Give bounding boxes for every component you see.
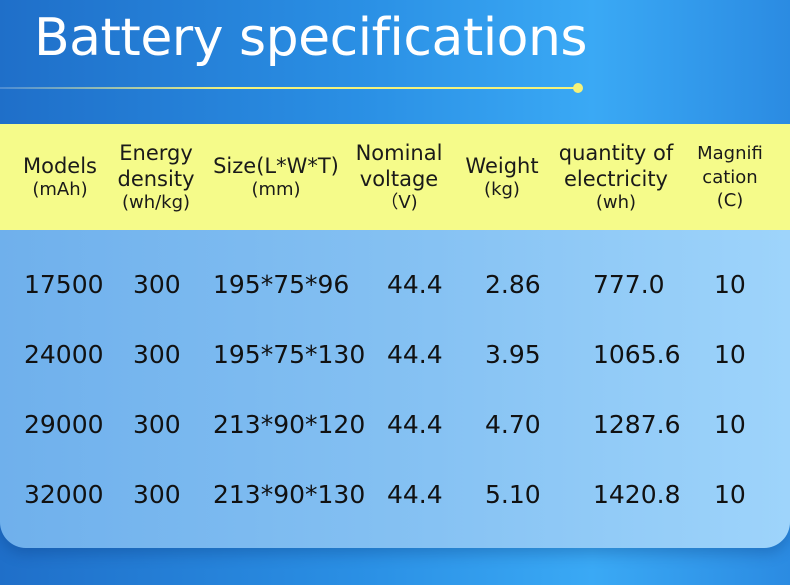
cell-weight: 5.10 [485, 480, 541, 509]
table-row: 29000 300 213*90*120 44.4 4.70 1287.6 10 [0, 405, 790, 445]
header-magnification: Magnifi cation (C) [686, 124, 774, 230]
header-energy-unit: (wh/kg) [121, 192, 191, 213]
header-energy-label-1: Energy [119, 141, 193, 165]
page-title: Battery specifications [34, 8, 588, 68]
header-magnification-label-1: Magnifi [697, 143, 763, 164]
header-size: Size(L*W*T) (mm) [210, 124, 342, 230]
cell-magnification: 10 [714, 270, 746, 299]
header-energy-density: Energy density (wh/kg) [110, 124, 202, 230]
cell-size: 213*90*120 [213, 410, 366, 439]
header-magnification-unit: (C) [716, 190, 744, 211]
header-magnification-label-2: cation [702, 167, 758, 188]
header-quantity-label-2: electricity [564, 167, 668, 191]
header-nominal-voltage: Nominal voltage （V) [350, 124, 448, 230]
header-size-label: Size(L*W*T) [213, 154, 339, 178]
header-models-label: Models [23, 154, 97, 178]
cell-magnification: 10 [714, 410, 746, 439]
cell-weight: 2.86 [485, 270, 541, 299]
table-row: 32000 300 213*90*130 44.4 5.10 1420.8 10 [0, 475, 790, 515]
header-quantity-label-1: quantity of [558, 141, 674, 165]
header-weight-unit: (kg) [484, 179, 520, 200]
cell-quantity: 1065.6 [593, 340, 681, 369]
cell-model: 17500 [24, 270, 104, 299]
table-header-band [0, 124, 790, 230]
header-models: Models (mAh) [15, 124, 105, 230]
cell-weight: 3.95 [485, 340, 541, 369]
cell-quantity: 1420.8 [593, 480, 681, 509]
cell-voltage: 44.4 [387, 270, 443, 299]
cell-quantity: 1287.6 [593, 410, 681, 439]
cell-model: 29000 [24, 410, 104, 439]
underline-dot [573, 83, 583, 93]
cell-model: 32000 [24, 480, 104, 509]
cell-energy-density: 300 [133, 480, 181, 509]
cell-quantity: 777.0 [593, 270, 665, 299]
cell-model: 24000 [24, 340, 104, 369]
table-row: 17500 300 195*75*96 44.4 2.86 777.0 10 [0, 265, 790, 305]
header-quantity-electricity: quantity of electricity (wh) [553, 124, 679, 230]
cell-size: 213*90*130 [213, 480, 366, 509]
header-voltage-label-1: Nominal [355, 141, 443, 165]
cell-energy-density: 300 [133, 410, 181, 439]
cell-voltage: 44.4 [387, 340, 443, 369]
header-voltage-unit: （V) [380, 192, 418, 213]
cell-voltage: 44.4 [387, 410, 443, 439]
header-voltage-label-2: voltage [359, 167, 439, 191]
cell-voltage: 44.4 [387, 480, 443, 509]
cell-magnification: 10 [714, 480, 746, 509]
header-models-unit: (mAh) [32, 179, 88, 200]
cell-size: 195*75*130 [213, 340, 366, 369]
header-weight: Weight (kg) [458, 124, 546, 230]
title-underline [0, 87, 580, 89]
header-weight-label: Weight [465, 154, 539, 178]
cell-energy-density: 300 [133, 340, 181, 369]
header-energy-label-2: density [117, 167, 195, 191]
cell-size: 195*75*96 [213, 270, 350, 299]
cell-weight: 4.70 [485, 410, 541, 439]
table-body-panel [0, 230, 790, 548]
table-row: 24000 300 195*75*130 44.4 3.95 1065.6 10 [0, 335, 790, 375]
header-quantity-unit: (wh) [595, 192, 637, 213]
cell-magnification: 10 [714, 340, 746, 369]
cell-energy-density: 300 [133, 270, 181, 299]
header-size-unit: (mm) [251, 179, 301, 200]
